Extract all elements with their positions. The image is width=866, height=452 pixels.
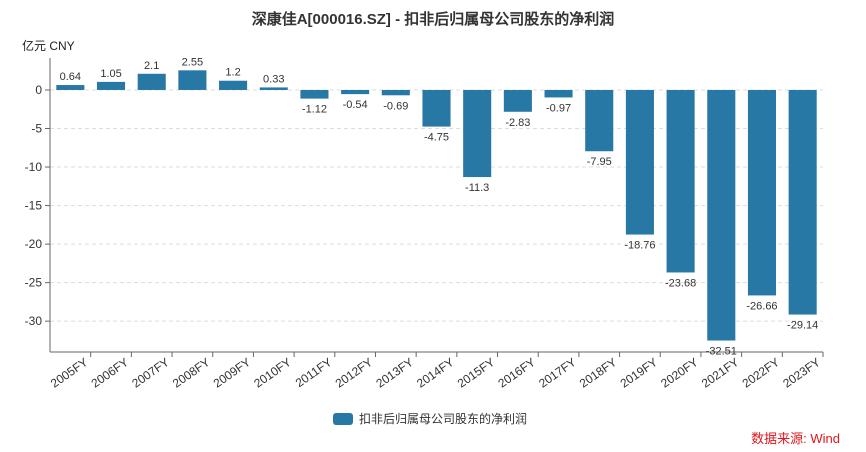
data-label: -23.68 <box>665 277 696 289</box>
x-tick-label: 2012FY <box>333 355 375 391</box>
data-label: -0.54 <box>343 99 368 111</box>
x-tick-label: 2010FY <box>251 355 293 391</box>
y-tick-label: -5 <box>31 122 42 136</box>
x-tick-label: 2006FY <box>89 355 131 391</box>
bar[interactable] <box>96 81 126 90</box>
bar[interactable] <box>503 89 532 112</box>
data-label: -32.51 <box>706 346 737 358</box>
y-tick-label: -10 <box>25 160 43 174</box>
data-label: 2.1 <box>144 60 159 72</box>
data-labels: 0.64 1.05 2.1 2.55 1.2 0.33 -1.12 -0.54 -0.69 -4.… <box>60 56 819 357</box>
x-tick-label: 2022FY <box>740 355 782 391</box>
legend[interactable]: 扣非后归属母公司股东的净利润 <box>333 410 527 427</box>
x-tick-label: 2023FY <box>780 355 822 391</box>
bar[interactable] <box>178 70 207 90</box>
data-label: 1.2 <box>225 67 240 79</box>
data-label: -18.76 <box>624 240 655 252</box>
data-label: -4.75 <box>424 132 449 144</box>
x-tick-label: 2016FY <box>495 355 537 391</box>
x-tick-label: 2014FY <box>414 355 456 391</box>
bar[interactable] <box>707 89 736 341</box>
x-tick-label: 2009FY <box>211 355 253 391</box>
chart-title: 深康佳A[000016.SZ] - 扣非后归属母公司股东的净利润 <box>251 11 615 28</box>
bar[interactable] <box>585 89 614 152</box>
source-note: 数据来源: Wind <box>751 431 840 446</box>
bar[interactable] <box>625 89 654 235</box>
x-tick-label: 2020FY <box>658 355 700 391</box>
y-axis-unit-label: 亿元 CNY <box>22 39 75 53</box>
data-label: -7.95 <box>587 156 612 168</box>
x-tick-label: 2021FY <box>699 355 741 391</box>
bar[interactable] <box>381 89 410 96</box>
bar[interactable] <box>137 73 166 90</box>
bar[interactable] <box>56 85 85 90</box>
bar[interactable] <box>422 89 451 127</box>
bar[interactable] <box>300 89 329 99</box>
data-label: 1.05 <box>100 68 121 80</box>
y-tick-label: -30 <box>25 314 43 328</box>
data-label: -26.66 <box>746 300 777 312</box>
data-label: 0.64 <box>60 71 81 83</box>
bar[interactable] <box>219 80 248 90</box>
x-tick-label: 2015FY <box>455 355 497 391</box>
x-tick-label: 2018FY <box>577 355 619 391</box>
x-tick-label: 2017FY <box>536 355 578 391</box>
y-tick-label: -20 <box>25 237 43 251</box>
data-label: -0.97 <box>546 102 571 114</box>
y-tick-label: 0 <box>35 83 42 97</box>
legend-swatch <box>333 412 353 425</box>
data-label: -0.69 <box>383 100 408 112</box>
bar[interactable] <box>544 89 573 98</box>
data-label: -1.12 <box>302 104 327 116</box>
bar[interactable] <box>341 89 370 95</box>
data-label: 2.55 <box>182 56 203 68</box>
bar[interactable] <box>259 87 288 90</box>
y-tick-label: -25 <box>25 276 43 290</box>
x-tick-label: 2019FY <box>618 355 660 391</box>
data-label: -11.3 <box>465 182 489 194</box>
data-label: -2.83 <box>505 117 530 129</box>
x-tick-label: 2013FY <box>373 355 415 391</box>
x-tick-label: 2008FY <box>170 355 212 391</box>
bar[interactable] <box>747 89 777 296</box>
data-label: 0.33 <box>263 73 284 85</box>
data-label: -29.14 <box>787 320 818 332</box>
bar[interactable] <box>666 89 695 273</box>
legend-label: 扣非后归属母公司股东的净利润 <box>359 412 528 426</box>
bar[interactable] <box>788 89 817 315</box>
x-tick-label: 2011FY <box>293 355 335 390</box>
bar[interactable] <box>463 89 492 178</box>
y-tick-label: -15 <box>25 199 43 213</box>
x-tick-label: 2005FY <box>48 355 90 391</box>
bars <box>56 70 817 341</box>
x-tick-label: 2007FY <box>129 355 171 391</box>
